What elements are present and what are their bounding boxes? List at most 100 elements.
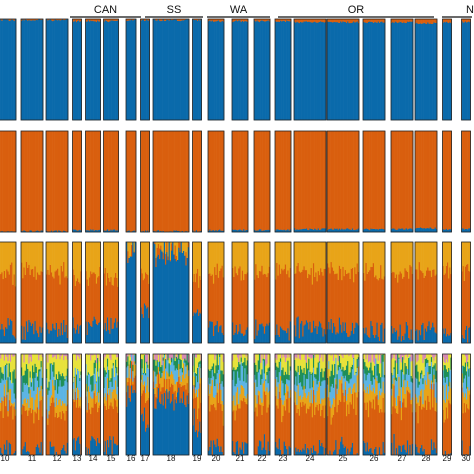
- admixture-bar: [378, 242, 381, 279]
- admixture-bar: [308, 358, 310, 371]
- admixture-bar: [115, 443, 117, 456]
- admixture-bar: [322, 380, 324, 400]
- admixture-bar: [108, 369, 110, 389]
- admixture-bar: [91, 375, 93, 392]
- admixture-bar: [104, 393, 107, 406]
- admixture-bar: [314, 242, 316, 277]
- admixture-bar: [111, 20, 114, 121]
- admixture-bar: [466, 242, 468, 265]
- admixture-bar: [466, 404, 468, 455]
- admixture-bar: [79, 443, 81, 456]
- admixture-bar: [126, 354, 128, 361]
- admixture-bar: [287, 360, 289, 380]
- admixture-bar: [180, 381, 183, 387]
- population-frame: [293, 130, 327, 233]
- admixture-bar: [155, 354, 157, 361]
- admixture-bar: [405, 131, 408, 229]
- admixture-bar: [55, 379, 58, 399]
- admixture-bar: [195, 396, 198, 431]
- admixture-bar: [403, 229, 405, 233]
- admixture-bar: [392, 242, 394, 272]
- admixture-bar: [399, 242, 402, 272]
- admixture-bar: [127, 20, 129, 121]
- admixture-bar: [214, 385, 216, 398]
- admixture-bar: [395, 377, 398, 382]
- admixture-bar: [268, 390, 271, 405]
- admixture-bar: [11, 405, 13, 456]
- admixture-bar: [212, 363, 215, 377]
- admixture-bar: [140, 131, 142, 232]
- admixture-bar: [169, 259, 172, 262]
- admixture-bar: [145, 242, 147, 273]
- admixture-bar: [324, 354, 327, 368]
- admixture-bar: [427, 131, 429, 229]
- admixture-bar: [351, 131, 354, 229]
- admixture-bar: [79, 242, 81, 284]
- admixture-bar: [462, 131, 465, 229]
- admixture-bar: [106, 358, 109, 367]
- admixture-bar: [468, 390, 470, 410]
- admixture-bar: [419, 242, 422, 271]
- admixture-bar: [399, 271, 402, 325]
- admixture-bar: [374, 365, 376, 380]
- admixture-bar: [85, 383, 87, 397]
- admixture-bar: [275, 441, 277, 456]
- admixture-bar: [450, 452, 452, 456]
- admixture-bar: [198, 362, 200, 367]
- admixture-bar: [147, 367, 149, 377]
- admixture-bar: [27, 354, 29, 369]
- panel-2: [0, 130, 471, 233]
- admixture-bar: [65, 324, 68, 344]
- admixture-bar: [238, 131, 240, 230]
- admixture-bar: [193, 408, 196, 456]
- admixture-bar: [92, 320, 94, 344]
- admixture-bar: [427, 359, 429, 363]
- admixture-bar: [382, 228, 385, 233]
- admixture-bar: [246, 21, 249, 121]
- admixture-bar: [344, 229, 347, 233]
- admixture-bar: [392, 228, 394, 233]
- region-label-wa: WA: [230, 4, 248, 16]
- admixture-bar: [351, 322, 354, 344]
- admixture-bar: [215, 19, 217, 22]
- admixture-bar: [258, 324, 261, 344]
- admixture-bar: [432, 131, 434, 229]
- admixture-bar: [275, 354, 277, 359]
- admixture-bar: [64, 355, 66, 380]
- admixture-bar: [428, 365, 430, 375]
- admixture-bar: [165, 390, 167, 409]
- admixture-bar: [72, 19, 74, 22]
- admixture-bar: [131, 354, 133, 361]
- admixture-bar: [183, 385, 185, 392]
- admixture-bar: [342, 389, 344, 393]
- admixture-bar: [60, 354, 63, 357]
- admixture-bar: [200, 313, 202, 344]
- admixture-bar: [380, 395, 382, 410]
- admixture-bar: [296, 412, 298, 452]
- admixture-bar: [255, 354, 257, 365]
- admixture-bar: [214, 354, 216, 360]
- admixture-bar: [54, 242, 57, 272]
- admixture-bar: [299, 382, 302, 396]
- admixture-bar: [233, 451, 235, 456]
- admixture-bar: [133, 242, 136, 252]
- admixture-bar: [371, 370, 374, 385]
- admixture-bar: [246, 229, 249, 233]
- admixture-bar: [408, 374, 410, 388]
- admixture-bar: [161, 364, 163, 373]
- admixture-bar: [301, 369, 303, 387]
- admixture-bar: [236, 230, 239, 233]
- admixture-bar: [375, 275, 377, 335]
- admixture-bar: [255, 407, 257, 456]
- admixture-bar: [245, 365, 248, 383]
- admixture-bar: [260, 131, 262, 230]
- admixture-bar: [12, 284, 14, 336]
- admixture-bar: [40, 399, 43, 443]
- admixture-bar: [112, 131, 115, 230]
- admixture-bar: [297, 365, 300, 373]
- population-block-20: [207, 353, 225, 456]
- admixture-bar: [110, 439, 112, 456]
- admixture-bar: [222, 19, 225, 22]
- population-frame: [362, 18, 386, 121]
- admixture-bar: [286, 19, 288, 21]
